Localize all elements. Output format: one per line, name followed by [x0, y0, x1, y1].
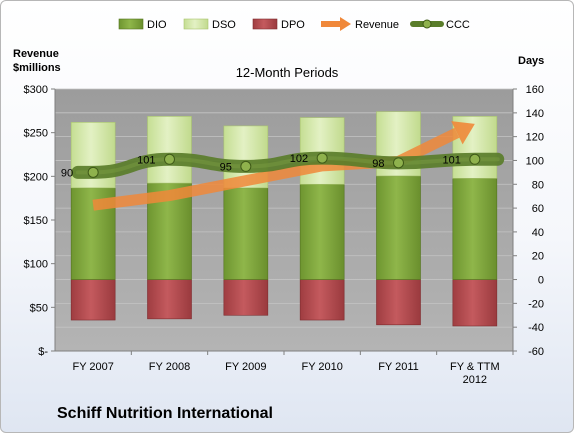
legend-label: DSO	[212, 19, 236, 31]
x-tick-label: FY 2010	[301, 361, 342, 373]
bar-dio	[223, 187, 269, 280]
y-right-tick-label: -40	[528, 322, 544, 334]
bar-dpo	[147, 279, 192, 320]
x-tick-label: FY 2008	[149, 361, 190, 373]
y-right-tick-label: 60	[532, 203, 544, 215]
ccc-data-label: 101	[137, 154, 155, 166]
axes: $- $50 $100 $150 $200 $250 $300 -60 -40 -20 0 20 40 6…	[24, 84, 544, 386]
revenue-arrowhead	[451, 121, 475, 145]
bar-dpo	[70, 279, 116, 321]
y-right-tick-label: 20	[532, 251, 544, 263]
y-left-tick-label: $150	[24, 215, 48, 227]
ccc-line	[71, 151, 505, 179]
x-tick-label: FY 2011	[378, 361, 419, 373]
y-left-title-2: $millions	[13, 62, 61, 74]
ccc-marker	[240, 160, 252, 172]
ccc-marker	[164, 153, 175, 165]
y-right-tick-label: 100	[526, 155, 544, 167]
y-right-tick-label: 40	[532, 227, 544, 239]
bar-dio	[452, 178, 498, 280]
ccc-data-label: 90	[61, 167, 73, 179]
y-right-tick-label: -60	[528, 346, 544, 358]
ccc-data-label: 98	[372, 158, 384, 170]
legend-swatch	[183, 18, 209, 30]
y-right-tick-label: 120	[526, 132, 544, 144]
y-left-title-1: Revenue	[13, 48, 59, 60]
ccc-marker	[469, 153, 481, 165]
bar-dio	[299, 183, 345, 280]
ccc-data-label: 102	[290, 153, 308, 165]
y-right-tick-label: 140	[526, 108, 544, 120]
legend-label: Revenue	[355, 19, 399, 31]
ccc-data-label: 101	[442, 154, 460, 166]
ccc-marker	[316, 152, 328, 164]
y-left-tick-label: $50	[30, 302, 48, 314]
company-name: Schiff Nutrition International	[57, 405, 273, 422]
legend-label: DIO	[147, 19, 167, 31]
y-left-tick-label: $300	[24, 84, 48, 96]
legend-label: CCC	[446, 19, 470, 31]
y-left-tick-label: $100	[24, 259, 48, 271]
plot-area	[55, 89, 513, 351]
ccc-marker	[393, 157, 404, 169]
ccc-data-label: 95	[220, 161, 232, 173]
x-tick-label: FY 2009	[225, 361, 266, 373]
ccc-marker	[87, 166, 99, 178]
bar-dpo	[376, 279, 421, 326]
x-tick-label: FY 2007	[72, 361, 113, 373]
bar-dio	[376, 175, 421, 280]
bar-dso	[147, 116, 192, 184]
bar-dpo	[223, 279, 269, 316]
x-tick-label: FY & TTM 2012	[450, 361, 500, 386]
bar-dpo	[299, 279, 345, 321]
y-left-tick-label: $250	[24, 128, 48, 140]
y-left-tick-label: $200	[24, 171, 48, 183]
legend-label: DPO	[281, 19, 305, 31]
legend-marker	[422, 19, 432, 29]
y-right-tick-label: 80	[532, 179, 544, 191]
legend-swatch	[118, 18, 144, 30]
y-right-title: Days	[518, 55, 544, 67]
legend-arrowhead	[340, 17, 351, 31]
ccc-line-highlight	[75, 156, 500, 175]
y-left-tick-label: $-	[38, 346, 48, 358]
y-right-tick-label: -20	[528, 298, 544, 310]
legend-swatch	[252, 18, 278, 30]
bar-dpo	[452, 279, 498, 327]
legend: DIO DSO DPO Revenue CCC	[118, 17, 470, 31]
y-right-tick-label: 160	[526, 84, 544, 96]
ccc-series: 90 101 95 102 98 101	[61, 151, 505, 179]
chart-title: 12-Month Periods	[236, 65, 339, 80]
y-right-tick-label: 0	[538, 275, 544, 287]
